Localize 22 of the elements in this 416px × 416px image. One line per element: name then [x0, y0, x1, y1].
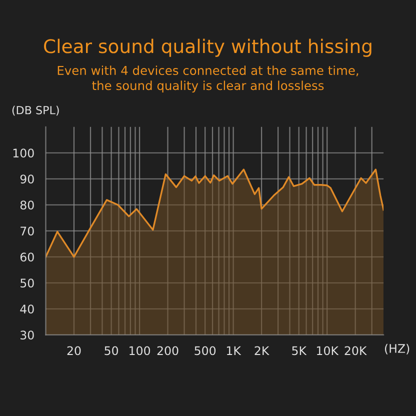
x-tick-label: 50	[104, 346, 118, 356]
x-tick-label: 1K	[226, 346, 242, 355]
chart-title: Clear sound quality without hissing	[44, 38, 372, 57]
x-tick-label: 100	[130, 346, 150, 356]
x-axis-title: (HZ)	[384, 344, 410, 354]
x-tick-label: 20	[67, 346, 81, 356]
x-tick-label: 20K	[344, 346, 367, 356]
y-tick-label: 30	[20, 330, 34, 340]
x-tick-label: 10K	[317, 346, 339, 356]
y-tick-label: 60	[20, 252, 34, 262]
y-axis-title: (DB SPL)	[12, 106, 59, 116]
x-tick-label: 2K	[254, 346, 270, 355]
chart-subtitle: Even with 4 devices connected at the same time, the sound quality is clear and lossless	[58, 66, 358, 92]
y-tick-label: 80	[20, 200, 34, 210]
y-tick-label: 40	[20, 304, 34, 314]
x-tick-label: 500	[194, 346, 216, 356]
y-tick-label: 50	[20, 278, 34, 288]
y-tick-label: 90	[20, 174, 34, 184]
y-tick-label: 100	[13, 148, 34, 158]
x-tick-label: 5K	[292, 346, 307, 356]
x-tick-label: 200	[157, 346, 178, 356]
y-tick-label: 70	[20, 226, 34, 236]
